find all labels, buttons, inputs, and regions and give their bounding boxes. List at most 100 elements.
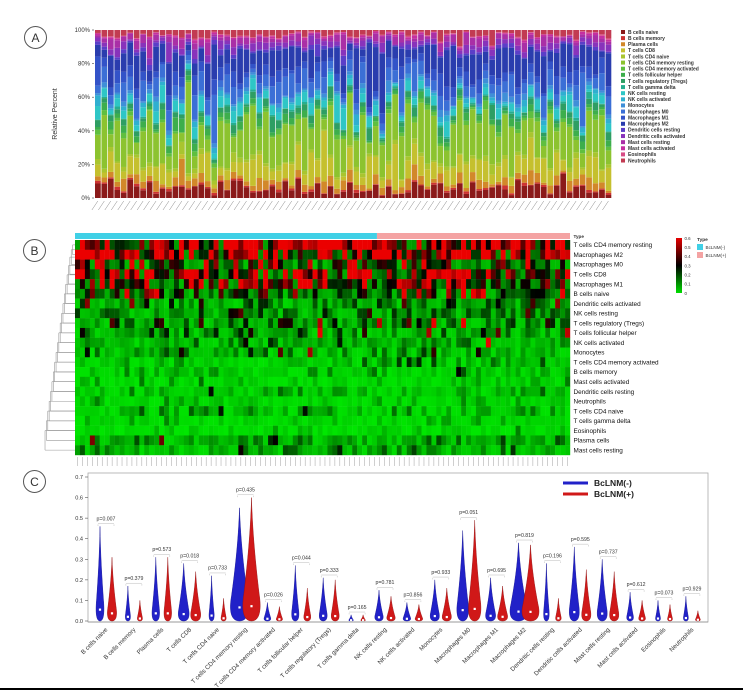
svg-text:0.1: 0.1 bbox=[685, 282, 692, 287]
svg-text:T cells CD8: T cells CD8 bbox=[574, 272, 607, 279]
svg-text:Mast cells resting: Mast cells resting bbox=[574, 447, 624, 454]
stacked-bar bbox=[599, 30, 605, 198]
panel-b: Type T cells CD4 memory resting Macrophage… bbox=[44, 233, 727, 466]
x-category-label: T cells CD4 memory resting bbox=[190, 626, 249, 685]
stacked-bar bbox=[456, 30, 463, 198]
svg-text:Dendritic cells resting: Dendritic cells resting bbox=[628, 128, 680, 134]
svg-text:Eosinophils: Eosinophils bbox=[628, 152, 657, 158]
p-value-label: p=0.435 bbox=[236, 488, 255, 494]
svg-text:Mast cells resting: Mast cells resting bbox=[628, 140, 670, 146]
svg-text:0.2: 0.2 bbox=[685, 272, 692, 277]
heatmap-row: NK cells resting bbox=[75, 308, 618, 319]
svg-text:0.0: 0.0 bbox=[75, 619, 83, 625]
stacked-bar bbox=[405, 30, 411, 198]
heatmap-row: T cells regulatory (Tregs) bbox=[75, 318, 645, 329]
stacked-bar bbox=[547, 30, 554, 198]
p-value-label: p=0.379 bbox=[124, 576, 143, 582]
stacked-bar bbox=[347, 30, 353, 198]
svg-text:NK cells activated: NK cells activated bbox=[574, 340, 625, 347]
svg-text:Dendritic cells activated: Dendritic cells activated bbox=[628, 134, 685, 140]
stacked-bar bbox=[327, 30, 334, 198]
stacked-bar bbox=[379, 30, 386, 198]
svg-text:60%: 60% bbox=[78, 95, 91, 101]
stacked-bar bbox=[392, 30, 399, 198]
stacked-bar bbox=[463, 30, 470, 198]
stacked-bar bbox=[198, 30, 205, 198]
svg-text:0.3: 0.3 bbox=[685, 263, 692, 268]
p-value-label: p=0.026 bbox=[264, 592, 283, 598]
svg-text:T cells gamma delta: T cells gamma delta bbox=[574, 418, 632, 425]
stacked-bar bbox=[308, 30, 315, 198]
svg-text:Monocytes: Monocytes bbox=[628, 103, 654, 109]
svg-text:T cells CD4 memory resting: T cells CD4 memory resting bbox=[574, 242, 653, 249]
svg-text:Dendritic cells resting: Dendritic cells resting bbox=[574, 389, 635, 396]
panel-b-label: B bbox=[23, 239, 46, 262]
stacked-bar bbox=[321, 30, 327, 198]
svg-text:T cells regulatory (Tregs): T cells regulatory (Tregs) bbox=[574, 320, 645, 327]
stacked-bar bbox=[107, 30, 114, 198]
stacked-bar bbox=[127, 30, 134, 198]
svg-text:Macrophages M2: Macrophages M2 bbox=[574, 252, 624, 259]
heatmap-row: Macrophages M1 bbox=[75, 279, 623, 290]
stacked-bar bbox=[489, 30, 495, 198]
stacked-bar bbox=[495, 30, 502, 198]
p-value-label: p=0.051 bbox=[459, 510, 478, 516]
stacked-bar bbox=[482, 30, 489, 198]
heatmap-row: T cells CD4 naive bbox=[75, 406, 624, 417]
svg-text:0.6: 0.6 bbox=[75, 496, 83, 502]
svg-text:T cells CD4 memory resting: T cells CD4 memory resting bbox=[628, 60, 694, 66]
stacked-bar bbox=[566, 30, 573, 198]
x-category-label: Dendritic cells activated bbox=[533, 626, 584, 677]
p-value-label: p=0.933 bbox=[431, 570, 450, 576]
svg-text:Eosinophils: Eosinophils bbox=[574, 428, 607, 435]
stacked-bar bbox=[476, 30, 483, 198]
x-category-label: Eosinophils bbox=[640, 626, 667, 653]
x-category-label: Monocytes bbox=[418, 626, 444, 652]
violin-pair: p=0.333 T cells regulatory (Tregs) bbox=[279, 568, 340, 680]
svg-text:Mast cells activated: Mast cells activated bbox=[574, 379, 630, 386]
stacked-bar bbox=[469, 30, 476, 198]
svg-text:20%: 20% bbox=[78, 162, 91, 168]
stacked-bar bbox=[179, 30, 185, 198]
heatmap-row: T cells follicular helper bbox=[75, 327, 637, 338]
p-value-label: p=0.733 bbox=[208, 566, 227, 572]
svg-text:B cells memory: B cells memory bbox=[574, 369, 618, 376]
p-value-label: p=0.781 bbox=[376, 580, 395, 586]
stacked-bar bbox=[288, 30, 295, 198]
stacked-bar bbox=[243, 30, 250, 198]
svg-text:Neutrophils: Neutrophils bbox=[628, 158, 656, 164]
heatmap-row: T cells gamma delta bbox=[75, 415, 632, 426]
x-category-label: T cells regulatory (Tregs) bbox=[279, 626, 332, 679]
stacked-bar bbox=[314, 30, 321, 198]
stacked-bar bbox=[560, 30, 567, 198]
stacked-bar bbox=[256, 30, 263, 198]
stacked-bar bbox=[282, 30, 289, 198]
stacked-bar bbox=[166, 30, 172, 198]
stacked-bar bbox=[586, 30, 592, 198]
svg-text:Monocytes: Monocytes bbox=[574, 350, 605, 357]
svg-text:Dendritic cells activated: Dendritic cells activated bbox=[574, 301, 642, 308]
svg-text:0%: 0% bbox=[81, 196, 90, 202]
stacked-bar bbox=[334, 30, 340, 198]
panel-a-y-label: Relative Percent bbox=[52, 88, 59, 139]
svg-text:Mast cells activated: Mast cells activated bbox=[628, 146, 675, 152]
stacked-bar bbox=[295, 30, 302, 198]
p-value-label: p=0.018 bbox=[180, 553, 199, 559]
stacked-bar bbox=[605, 30, 612, 198]
stacked-bar bbox=[515, 30, 521, 198]
panel-a: 0% 20% 40% 60% 80% 100% Relative Percent B cell… bbox=[52, 28, 699, 211]
heatmap-row: Mast cells activated bbox=[75, 376, 630, 387]
stacked-bar bbox=[418, 30, 424, 198]
stacked-bar bbox=[508, 30, 515, 198]
panel-b-dendrogram bbox=[44, 244, 75, 451]
violin-pair: p=0.007 B cells naive bbox=[80, 516, 117, 656]
stacked-bar bbox=[450, 30, 457, 198]
stacked-bar bbox=[211, 30, 218, 198]
heatmap-row: Macrophages M0 bbox=[75, 259, 623, 270]
svg-text:0.1: 0.1 bbox=[75, 598, 83, 604]
panel-a-label: A bbox=[24, 26, 47, 49]
